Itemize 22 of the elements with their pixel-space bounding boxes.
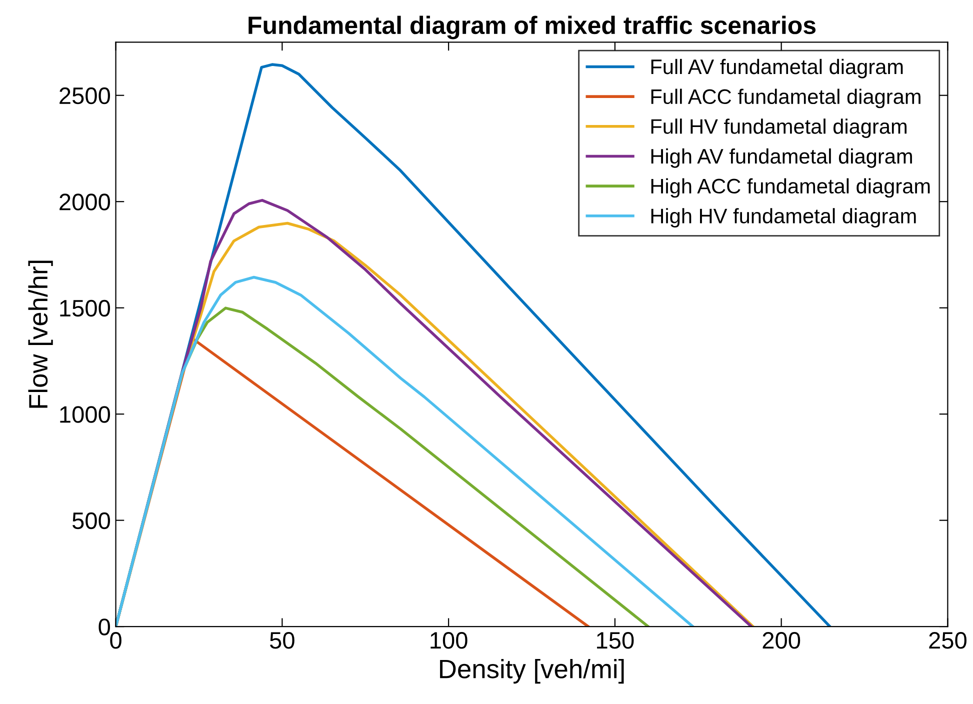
legend-label: Full HV fundametal diagram bbox=[651, 118, 906, 138]
legend-label: High HV fundametal diagram bbox=[651, 208, 916, 228]
x-tick-label: 0 bbox=[110, 632, 122, 649]
x-tick-label: 100 bbox=[430, 632, 468, 649]
legend-label: Full ACC fundametal diagram bbox=[651, 88, 920, 108]
x-tick-label: 50 bbox=[270, 632, 294, 649]
y-tick-label: 500 bbox=[72, 512, 110, 530]
x-tick-label: 250 bbox=[929, 632, 966, 649]
x-axis-title: Density [veh/mi] bbox=[440, 658, 624, 684]
y-tick-label: 2000 bbox=[60, 194, 110, 210]
legend-label: High AV fundametal diagram bbox=[651, 148, 912, 168]
legend-label: High ACC fundametal diagram bbox=[651, 178, 930, 198]
chart-title: Fundamental diagram of mixed traffic scenarios bbox=[248, 16, 816, 40]
y-tick-label: 1500 bbox=[60, 300, 110, 317]
y-axis-title: Flow [veh/hr] bbox=[28, 260, 53, 408]
x-tick-label: 150 bbox=[597, 632, 634, 649]
y-tick-label: 2500 bbox=[60, 87, 110, 104]
legend-label: Full AV fundametal diagram bbox=[651, 58, 903, 78]
x-tick-label: 200 bbox=[762, 632, 800, 649]
line-series bbox=[116, 276, 694, 627]
y-tick-label: 1000 bbox=[60, 406, 110, 423]
y-tick-label: 0 bbox=[98, 618, 110, 636]
